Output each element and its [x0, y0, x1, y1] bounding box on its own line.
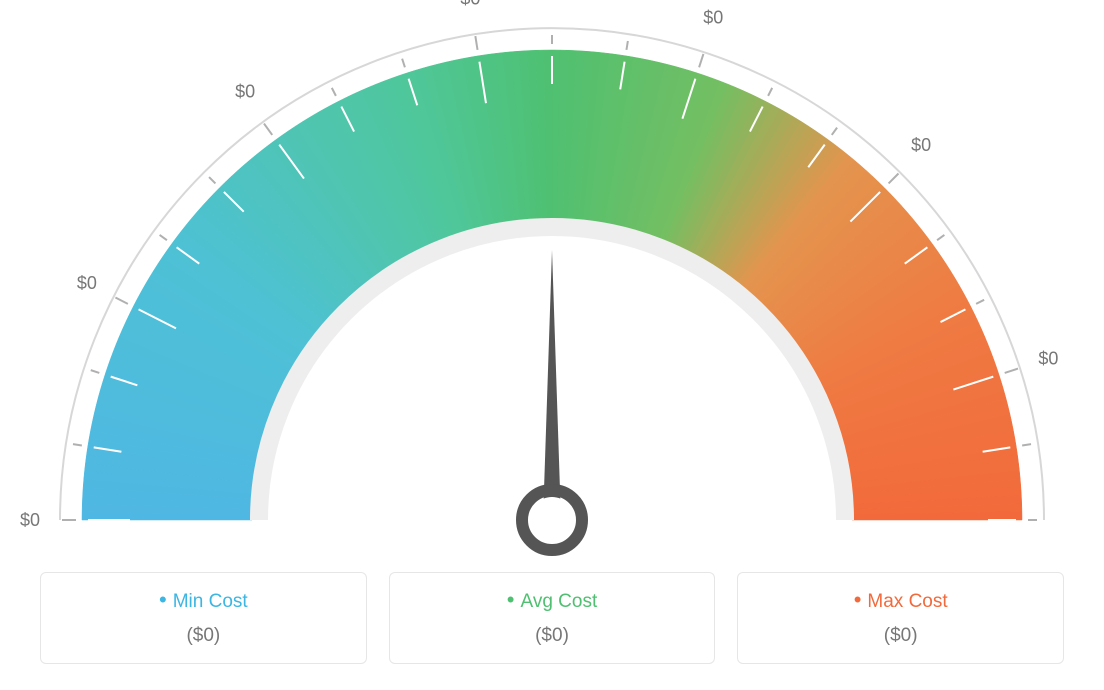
gauge-chart: $0 $0 $0 $0 $0 $0 $0 — [0, 0, 1104, 560]
legend-card-min: Min Cost ($0) — [40, 572, 367, 664]
legend-card-avg: Avg Cost ($0) — [389, 572, 716, 664]
legend-label-avg: Avg Cost — [400, 587, 705, 613]
legend-card-max: Max Cost ($0) — [737, 572, 1064, 664]
svg-text:$0: $0 — [1038, 349, 1058, 369]
legend-row: Min Cost ($0) Avg Cost ($0) Max Cost ($0… — [40, 572, 1064, 664]
svg-text:$0: $0 — [911, 135, 931, 155]
svg-text:$0: $0 — [460, 0, 480, 8]
svg-text:$0: $0 — [235, 82, 255, 102]
cost-gauge-widget: $0 $0 $0 $0 $0 $0 $0 Min Cost ($0) Avg Cost ($… — [0, 0, 1104, 690]
legend-value-avg: ($0) — [400, 625, 705, 647]
svg-text:$0: $0 — [77, 273, 97, 293]
svg-text:$0: $0 — [20, 510, 40, 530]
legend-label-min: Min Cost — [51, 587, 356, 613]
legend-label-max: Max Cost — [748, 587, 1053, 613]
svg-text:$0: $0 — [703, 8, 723, 28]
legend-value-max: ($0) — [748, 625, 1053, 647]
legend-value-min: ($0) — [51, 625, 356, 647]
